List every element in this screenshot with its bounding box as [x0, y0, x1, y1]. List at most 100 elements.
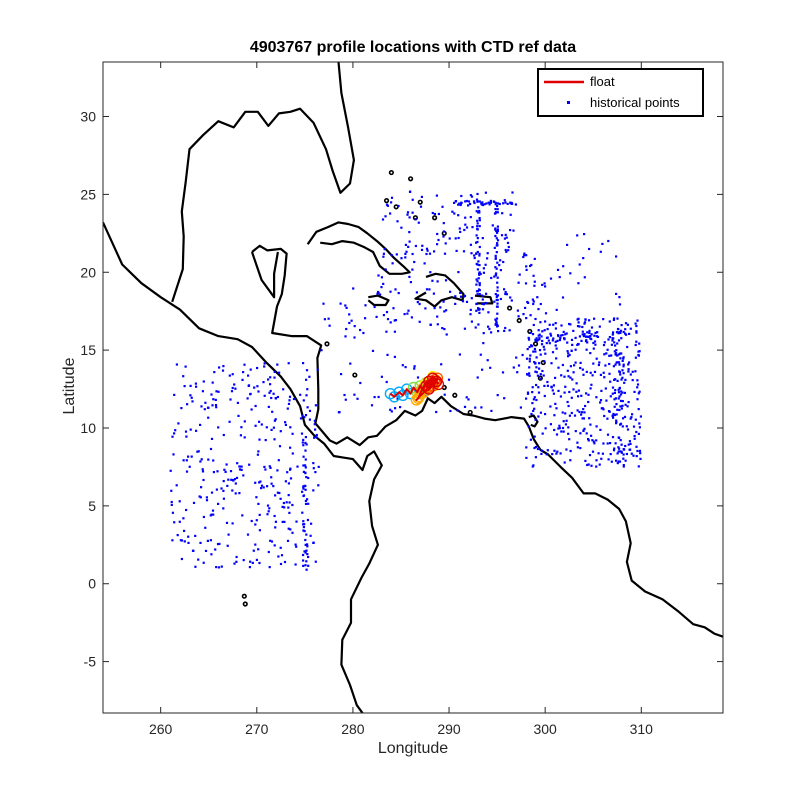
historical-point: [529, 264, 532, 268]
island-outline: [452, 392, 458, 398]
historical-point: [540, 452, 543, 455]
historical-point: [563, 375, 566, 378]
historical-point: [501, 212, 504, 215]
historical-point: [564, 385, 567, 388]
historical-point: [622, 330, 625, 334]
historical-point: [618, 386, 621, 389]
historical-point: [538, 349, 542, 352]
historical-point: [417, 221, 420, 224]
historical-point: [231, 373, 234, 376]
y-tick-label: -5: [84, 654, 97, 670]
historical-point: [528, 374, 531, 377]
historical-point: [242, 371, 245, 374]
historical-point: [273, 514, 276, 518]
historical-point: [213, 371, 216, 374]
historical-point: [544, 352, 547, 355]
coastline-segment: [171, 62, 355, 303]
historical-point: [593, 370, 597, 373]
historical-point: [563, 461, 566, 464]
coastline-segment: [103, 221, 383, 713]
historical-point: [302, 362, 305, 365]
historical-point: [304, 436, 307, 439]
historical-point: [521, 353, 524, 357]
historical-point: [593, 334, 596, 337]
historical-point: [533, 284, 536, 287]
historical-point: [496, 239, 500, 242]
historical-point: [561, 333, 564, 337]
historical-point: [530, 344, 533, 347]
historical-point: [573, 364, 576, 367]
historical-point: [618, 331, 621, 334]
historical-point: [624, 378, 627, 381]
historical-point: [276, 469, 279, 472]
historical-point: [608, 362, 611, 366]
y-tick-label: 25: [80, 186, 96, 202]
historical-point: [572, 371, 575, 374]
historical-point: [323, 318, 326, 321]
historical-point: [590, 464, 593, 467]
historical-point: [447, 378, 451, 381]
historical-point: [598, 463, 601, 466]
historical-point: [305, 549, 308, 552]
historical-point: [517, 281, 520, 284]
historical-point: [602, 318, 605, 321]
historical-point: [247, 374, 250, 377]
historical-point: [516, 309, 519, 312]
historical-point: [588, 417, 591, 420]
historical-point: [246, 397, 249, 400]
historical-point: [288, 399, 291, 402]
historical-point: [173, 432, 176, 435]
historical-point: [212, 459, 215, 462]
historical-point: [570, 396, 573, 399]
historical-point: [615, 255, 618, 258]
historical-point: [215, 406, 218, 409]
historical-point: [433, 212, 436, 216]
historical-point: [533, 280, 536, 283]
historical-point: [586, 341, 589, 344]
historical-point: [234, 492, 237, 495]
historical-point: [411, 252, 414, 256]
historical-point: [527, 338, 531, 341]
historical-point: [377, 274, 380, 277]
historical-point: [304, 564, 307, 567]
historical-point: [209, 514, 212, 517]
historical-point: [307, 564, 310, 567]
historical-point: [306, 545, 309, 548]
historical-point: [274, 520, 277, 523]
historical-point: [220, 487, 223, 490]
historical-point: [216, 470, 219, 473]
historical-points-layer: [169, 190, 642, 571]
historical-point: [496, 294, 499, 297]
historical-point: [502, 202, 505, 205]
historical-point: [211, 381, 214, 384]
historical-point: [418, 320, 421, 323]
coastline-segment: [528, 414, 539, 428]
historical-point: [373, 396, 376, 399]
historical-point: [405, 250, 408, 253]
historical-point: [619, 329, 623, 332]
historical-point: [282, 388, 285, 391]
historical-point: [272, 426, 275, 429]
historical-point: [633, 390, 636, 393]
historical-point: [567, 375, 570, 378]
historical-point: [465, 226, 469, 229]
historical-point: [302, 520, 305, 523]
historical-point: [224, 470, 227, 473]
historical-point: [578, 263, 581, 266]
historical-point: [404, 366, 407, 369]
historical-point: [280, 554, 284, 557]
historical-point: [258, 561, 261, 565]
historical-point: [345, 306, 348, 309]
historical-point: [278, 491, 281, 495]
historical-point: [625, 333, 628, 336]
historical-point: [467, 398, 470, 401]
historical-point: [561, 411, 564, 414]
historical-point: [617, 397, 620, 400]
historical-point: [461, 300, 465, 303]
historical-point: [635, 331, 638, 334]
historical-point: [637, 465, 640, 468]
coastline-segment: [367, 294, 390, 307]
historical-point: [562, 265, 565, 268]
historical-point: [256, 366, 259, 370]
historical-point: [588, 247, 591, 251]
